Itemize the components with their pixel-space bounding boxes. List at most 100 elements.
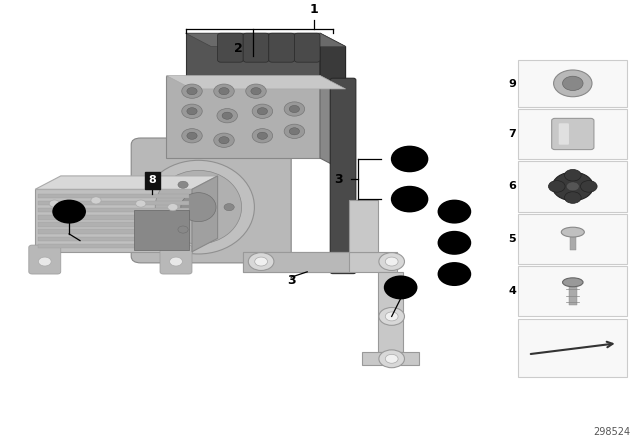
Polygon shape	[166, 76, 320, 158]
Polygon shape	[186, 33, 320, 76]
Circle shape	[438, 200, 470, 223]
Polygon shape	[35, 176, 218, 190]
Text: 2: 2	[234, 42, 243, 55]
Ellipse shape	[155, 170, 242, 244]
Circle shape	[257, 108, 268, 115]
Circle shape	[252, 129, 273, 143]
Text: 9: 9	[65, 205, 74, 218]
Circle shape	[136, 200, 146, 207]
Circle shape	[187, 132, 197, 139]
Circle shape	[385, 257, 398, 266]
Circle shape	[564, 169, 581, 181]
Circle shape	[379, 307, 404, 325]
Circle shape	[222, 112, 232, 119]
Circle shape	[53, 200, 85, 223]
Circle shape	[214, 133, 234, 147]
FancyBboxPatch shape	[559, 123, 569, 145]
Text: 1: 1	[309, 3, 318, 16]
FancyBboxPatch shape	[131, 138, 291, 263]
Text: 4: 4	[396, 281, 405, 294]
Bar	[38, 229, 189, 234]
Polygon shape	[320, 76, 346, 172]
Circle shape	[217, 108, 237, 123]
Circle shape	[248, 253, 274, 271]
Polygon shape	[243, 252, 349, 272]
FancyBboxPatch shape	[518, 109, 627, 159]
Polygon shape	[35, 190, 192, 252]
Circle shape	[379, 253, 404, 271]
Bar	[38, 208, 189, 212]
Circle shape	[182, 84, 202, 98]
Circle shape	[548, 181, 565, 192]
Text: 7: 7	[450, 237, 459, 250]
Circle shape	[580, 181, 597, 192]
Bar	[38, 215, 189, 220]
Text: 298524: 298524	[593, 427, 630, 437]
Bar	[134, 210, 189, 250]
Text: 4: 4	[508, 286, 516, 296]
Ellipse shape	[563, 278, 583, 287]
Polygon shape	[192, 176, 218, 252]
Circle shape	[284, 102, 305, 116]
FancyBboxPatch shape	[518, 60, 627, 107]
Bar	[38, 244, 189, 248]
Circle shape	[178, 181, 188, 188]
Polygon shape	[349, 200, 378, 252]
Circle shape	[438, 263, 470, 285]
Bar	[38, 222, 189, 227]
Polygon shape	[320, 33, 346, 89]
Circle shape	[168, 203, 178, 211]
Circle shape	[284, 124, 305, 138]
Circle shape	[566, 182, 579, 191]
Text: 7: 7	[508, 129, 516, 139]
FancyBboxPatch shape	[552, 118, 594, 150]
Circle shape	[49, 200, 60, 207]
FancyBboxPatch shape	[294, 33, 320, 62]
Text: 5: 5	[508, 234, 516, 244]
Circle shape	[38, 257, 51, 266]
Text: 9: 9	[508, 78, 516, 89]
Circle shape	[224, 203, 234, 211]
Text: 5: 5	[450, 205, 459, 218]
Bar	[569, 282, 577, 305]
FancyBboxPatch shape	[518, 319, 627, 377]
Text: 8: 8	[148, 175, 156, 185]
Circle shape	[170, 257, 182, 266]
Circle shape	[564, 192, 581, 203]
FancyBboxPatch shape	[518, 266, 627, 316]
Text: 3: 3	[334, 172, 342, 185]
Text: 6: 6	[405, 193, 414, 206]
Circle shape	[91, 197, 101, 204]
Text: 7: 7	[405, 152, 414, 165]
Ellipse shape	[561, 227, 584, 237]
Bar	[38, 237, 189, 241]
Text: 6: 6	[450, 267, 459, 280]
FancyBboxPatch shape	[518, 161, 627, 211]
Ellipse shape	[143, 160, 255, 254]
FancyBboxPatch shape	[160, 245, 192, 274]
Circle shape	[385, 354, 398, 363]
Bar	[38, 201, 189, 205]
Circle shape	[552, 172, 593, 201]
Circle shape	[182, 129, 202, 143]
Circle shape	[385, 312, 398, 321]
Polygon shape	[362, 352, 419, 366]
Circle shape	[214, 84, 234, 98]
Circle shape	[182, 104, 202, 118]
Circle shape	[392, 187, 428, 211]
FancyBboxPatch shape	[269, 33, 294, 62]
Circle shape	[289, 105, 300, 112]
Polygon shape	[186, 33, 346, 47]
Polygon shape	[166, 76, 346, 89]
Circle shape	[563, 76, 583, 90]
Polygon shape	[378, 272, 403, 352]
Text: 3: 3	[287, 274, 296, 287]
Circle shape	[255, 257, 268, 266]
Text: 6: 6	[508, 181, 516, 191]
Circle shape	[219, 137, 229, 144]
Circle shape	[246, 84, 266, 98]
Circle shape	[251, 88, 261, 95]
FancyBboxPatch shape	[330, 78, 356, 274]
Bar	[570, 232, 576, 250]
FancyBboxPatch shape	[518, 214, 627, 264]
